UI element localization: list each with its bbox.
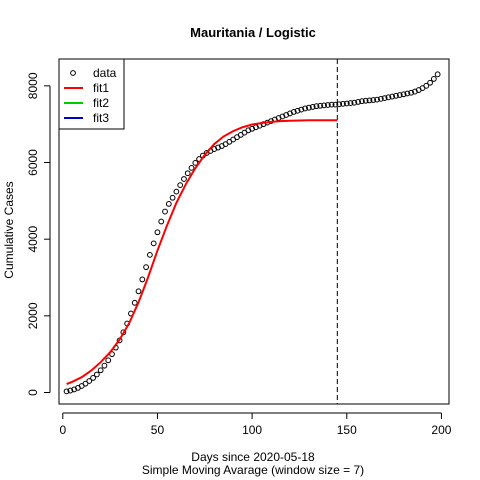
data-point (302, 105, 309, 112)
data-point (396, 92, 403, 98)
legend-data-label: data (93, 66, 117, 80)
data-point (150, 240, 157, 247)
data-point (86, 378, 93, 384)
chart-title: Mauritania / Logistic (190, 25, 316, 40)
data-point (377, 95, 384, 102)
data-point (370, 97, 377, 103)
data-point (404, 90, 411, 97)
data-point (340, 100, 346, 107)
x-axis-subtitle: Simple Moving Avarage (window size = 7) (142, 463, 364, 477)
data-point (362, 97, 369, 104)
y-tick-label: 2000 (26, 302, 40, 329)
data-point (181, 176, 187, 182)
data-point (434, 71, 441, 78)
data-point (188, 164, 195, 171)
x-tick-label: 50 (151, 423, 165, 437)
y-axis-label: Cumulative Cases (2, 181, 16, 278)
y-tick-label: 4000 (26, 225, 40, 252)
plot-area (63, 59, 441, 404)
data-point (306, 104, 312, 111)
data-point (385, 94, 392, 101)
data-point (400, 91, 407, 98)
data-point (336, 101, 343, 108)
data-point (393, 92, 399, 99)
y-tick-label: 0 (26, 389, 40, 396)
data-point (90, 375, 96, 381)
data-point (143, 264, 149, 271)
data-point (408, 89, 415, 96)
data-point (105, 357, 112, 364)
data-point (313, 103, 320, 110)
data-point (131, 299, 138, 306)
x-tick-label: 0 (59, 423, 66, 437)
data-point (355, 99, 362, 105)
data-point (309, 104, 316, 110)
data-point (97, 367, 104, 374)
data-point (332, 101, 339, 108)
data-point (351, 99, 358, 106)
data-point (298, 106, 305, 113)
data-point (184, 170, 191, 177)
data-point (321, 102, 327, 109)
x-tick-label: 100 (242, 423, 262, 437)
x-axis-label: Days since 2020-05-18 (191, 450, 315, 464)
data-point (177, 182, 184, 189)
plot-frame (58, 58, 450, 405)
data-point (366, 97, 373, 104)
data-point (101, 362, 108, 369)
data-point (93, 371, 100, 378)
data-point (427, 79, 433, 86)
data-point (290, 109, 297, 115)
x-tick-label: 150 (337, 423, 357, 437)
data-point (192, 159, 199, 166)
data-point (374, 96, 380, 103)
data-point (139, 276, 146, 283)
data-point (67, 387, 74, 394)
data-point (135, 288, 142, 295)
data-point (317, 102, 324, 109)
data-point (173, 188, 180, 195)
x-tick-label: 200 (431, 423, 451, 437)
data-point (165, 201, 172, 207)
data-point (381, 95, 388, 101)
data-point (82, 380, 89, 387)
legend-data-symbol (70, 70, 76, 76)
data-point (324, 102, 331, 108)
data-point (154, 229, 161, 236)
y-tick-label: 6000 (26, 149, 40, 176)
data-point (430, 76, 437, 82)
legend-fit1-label: fit1 (93, 81, 109, 95)
data-point (158, 218, 165, 225)
data-point (294, 107, 301, 114)
fit1-line (66, 119, 338, 386)
data-point (423, 82, 430, 89)
data-point (328, 101, 335, 108)
data-point (162, 208, 168, 215)
data-point (359, 98, 365, 105)
legend-fit2-label: fit2 (93, 96, 109, 110)
data-point (63, 388, 70, 395)
data-point (169, 194, 176, 201)
data-point (347, 100, 354, 106)
legend-fit3-label: fit3 (93, 111, 109, 125)
data-point (389, 93, 396, 100)
data-point (343, 100, 350, 107)
y-tick-label: 8000 (26, 72, 40, 99)
data-point (146, 251, 153, 258)
